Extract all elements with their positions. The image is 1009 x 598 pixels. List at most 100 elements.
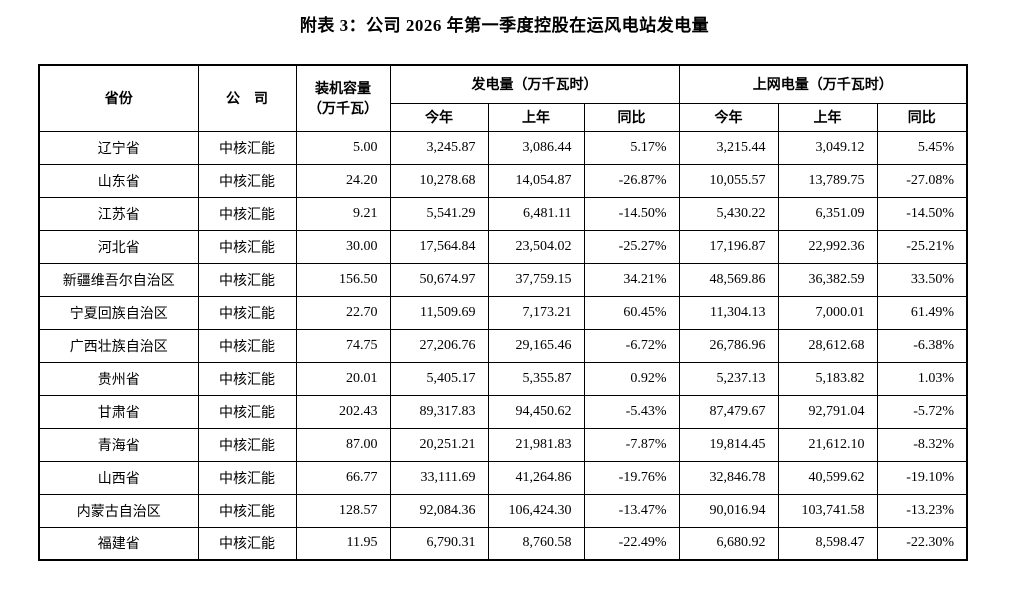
- cell-province: 辽宁省: [38, 130, 199, 165]
- header-capacity: 装机容量 （万千瓦）: [295, 64, 391, 132]
- cell-company: 中核汇能: [197, 262, 297, 297]
- table-row: 内蒙古自治区 中核汇能 128.57 92,084.36 106,424.30 -13.4…: [38, 493, 968, 528]
- cell-gen-this-year: 92,084.36: [389, 493, 489, 528]
- cell-gen-this-year: 33,111.69: [389, 460, 489, 495]
- cell-company: 中核汇能: [197, 130, 297, 165]
- cell-company: 中核汇能: [197, 460, 297, 495]
- cell-grid-this-year: 26,786.96: [678, 328, 779, 363]
- cell-grid-this-year: 87,479.67: [678, 394, 779, 429]
- cell-gen-this-year: 11,509.69: [389, 295, 489, 330]
- table-row: 河北省 中核汇能 30.00 17,564.84 23,504.02 -25.27% 17,…: [38, 229, 968, 264]
- cell-gen-yoy: -25.27%: [583, 229, 680, 264]
- header-grid-yoy: 同比: [876, 102, 968, 132]
- cell-province: 山西省: [38, 460, 199, 495]
- cell-gen-this-year: 5,541.29: [389, 196, 489, 231]
- cell-grid-yoy: -25.21%: [876, 229, 968, 264]
- cell-grid-yoy: 5.45%: [876, 130, 968, 165]
- cell-company: 中核汇能: [197, 295, 297, 330]
- cell-grid-yoy: -19.10%: [876, 460, 968, 495]
- cell-grid-yoy: 61.49%: [876, 295, 968, 330]
- cell-grid-this-year: 10,055.57: [678, 163, 779, 198]
- table-row: 新疆维吾尔自治区 中核汇能 156.50 50,674.97 37,759.15 34.2…: [38, 262, 968, 297]
- cell-grid-last-year: 103,741.58: [777, 493, 878, 528]
- table-body: 辽宁省 中核汇能 5.00 3,245.87 3,086.44 5.17% 3,215.44…: [38, 130, 968, 561]
- cell-company: 中核汇能: [197, 328, 297, 363]
- cell-gen-yoy: -19.76%: [583, 460, 680, 495]
- cell-grid-yoy: -13.23%: [876, 493, 968, 528]
- generation-table: 省份 公 司 装机容量 （万千瓦） 发电量（万千瓦时） 上网电量（万千瓦时） 今…: [38, 64, 969, 561]
- cell-gen-last-year: 5,355.87: [487, 361, 585, 396]
- cell-capacity: 74.75: [295, 328, 391, 363]
- cell-gen-yoy: 34.21%: [583, 262, 680, 297]
- header-gen-this-year: 今年: [389, 102, 489, 132]
- cell-gen-this-year: 89,317.83: [389, 394, 489, 429]
- cell-gen-last-year: 7,173.21: [487, 295, 585, 330]
- table-row: 青海省 中核汇能 87.00 20,251.21 21,981.83 -7.87% 19,8…: [38, 427, 968, 462]
- cell-grid-last-year: 3,049.12: [777, 130, 878, 165]
- cell-company: 中核汇能: [197, 196, 297, 231]
- cell-gen-yoy: 5.17%: [583, 130, 680, 165]
- cell-capacity: 156.50: [295, 262, 391, 297]
- cell-gen-last-year: 29,165.46: [487, 328, 585, 363]
- cell-gen-last-year: 14,054.87: [487, 163, 585, 198]
- header-grid-last-year: 上年: [777, 102, 878, 132]
- cell-grid-yoy: -5.72%: [876, 394, 968, 429]
- cell-grid-this-year: 6,680.92: [678, 526, 779, 561]
- cell-province: 内蒙古自治区: [38, 493, 199, 528]
- cell-company: 中核汇能: [197, 163, 297, 198]
- cell-capacity: 66.77: [295, 460, 391, 495]
- cell-grid-yoy: -22.30%: [876, 526, 968, 561]
- header-company: 公 司: [197, 64, 297, 132]
- cell-capacity: 20.01: [295, 361, 391, 396]
- table-row: 山西省 中核汇能 66.77 33,111.69 41,264.86 -19.76% 32,…: [38, 460, 968, 495]
- cell-grid-this-year: 17,196.87: [678, 229, 779, 264]
- header-province: 省份: [38, 64, 199, 132]
- cell-gen-this-year: 27,206.76: [389, 328, 489, 363]
- cell-capacity: 22.70: [295, 295, 391, 330]
- cell-gen-yoy: 0.92%: [583, 361, 680, 396]
- cell-grid-this-year: 11,304.13: [678, 295, 779, 330]
- cell-province: 江苏省: [38, 196, 199, 231]
- cell-gen-last-year: 21,981.83: [487, 427, 585, 462]
- cell-gen-this-year: 17,564.84: [389, 229, 489, 264]
- cell-gen-last-year: 41,264.86: [487, 460, 585, 495]
- cell-province: 福建省: [38, 526, 199, 561]
- cell-grid-this-year: 90,016.94: [678, 493, 779, 528]
- cell-capacity: 30.00: [295, 229, 391, 264]
- cell-grid-this-year: 3,215.44: [678, 130, 779, 165]
- table-row: 江苏省 中核汇能 9.21 5,541.29 6,481.11 -14.50% 5,430.…: [38, 196, 968, 231]
- cell-company: 中核汇能: [197, 493, 297, 528]
- cell-gen-this-year: 3,245.87: [389, 130, 489, 165]
- cell-province: 广西壮族自治区: [38, 328, 199, 363]
- cell-company: 中核汇能: [197, 526, 297, 561]
- cell-grid-last-year: 28,612.68: [777, 328, 878, 363]
- cell-gen-last-year: 6,481.11: [487, 196, 585, 231]
- cell-gen-last-year: 8,760.58: [487, 526, 585, 561]
- cell-capacity: 202.43: [295, 394, 391, 429]
- cell-gen-yoy: -5.43%: [583, 394, 680, 429]
- table-row: 甘肃省 中核汇能 202.43 89,317.83 94,450.62 -5.43% 87,…: [38, 394, 968, 429]
- cell-grid-yoy: -8.32%: [876, 427, 968, 462]
- cell-capacity: 5.00: [295, 130, 391, 165]
- header-generation-group: 发电量（万千瓦时）: [389, 64, 680, 104]
- cell-gen-yoy: -13.47%: [583, 493, 680, 528]
- cell-gen-last-year: 37,759.15: [487, 262, 585, 297]
- cell-province: 贵州省: [38, 361, 199, 396]
- cell-gen-this-year: 10,278.68: [389, 163, 489, 198]
- cell-gen-yoy: -6.72%: [583, 328, 680, 363]
- cell-province: 甘肃省: [38, 394, 199, 429]
- cell-grid-this-year: 19,814.45: [678, 427, 779, 462]
- cell-grid-last-year: 36,382.59: [777, 262, 878, 297]
- table-row: 辽宁省 中核汇能 5.00 3,245.87 3,086.44 5.17% 3,215.44…: [38, 130, 968, 165]
- cell-grid-this-year: 48,569.86: [678, 262, 779, 297]
- cell-gen-yoy: -22.49%: [583, 526, 680, 561]
- table-row: 山东省 中核汇能 24.20 10,278.68 14,054.87 -26.87% 10,…: [38, 163, 968, 198]
- cell-company: 中核汇能: [197, 229, 297, 264]
- cell-grid-this-year: 5,237.13: [678, 361, 779, 396]
- cell-grid-last-year: 22,992.36: [777, 229, 878, 264]
- cell-grid-this-year: 5,430.22: [678, 196, 779, 231]
- cell-gen-this-year: 50,674.97: [389, 262, 489, 297]
- table-row: 广西壮族自治区 中核汇能 74.75 27,206.76 29,165.46 -6.72%…: [38, 328, 968, 363]
- cell-gen-last-year: 3,086.44: [487, 130, 585, 165]
- cell-capacity: 128.57: [295, 493, 391, 528]
